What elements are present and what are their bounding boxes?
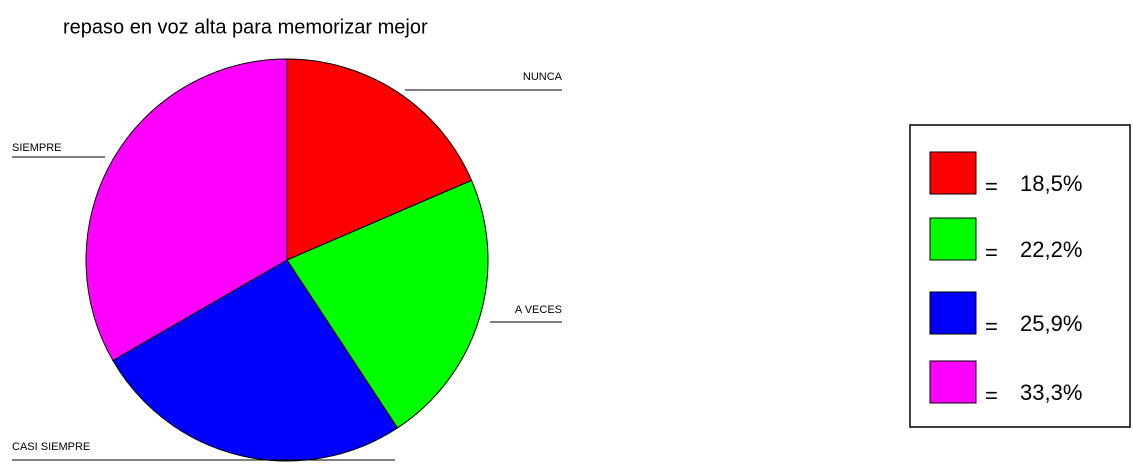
legend-value: 22,2% <box>1020 237 1082 262</box>
slice-label: NUNCA <box>523 71 563 83</box>
pie-slice <box>286 58 473 261</box>
pie-slice <box>112 259 399 462</box>
legend-swatch <box>929 360 977 404</box>
legend-value: 33,3% <box>1020 380 1082 405</box>
legend-separator: = <box>985 240 998 265</box>
legend-swatch <box>929 217 977 261</box>
legend-swatch <box>929 151 977 195</box>
legend-swatch <box>929 291 977 335</box>
legend-value: 25,9% <box>1020 311 1082 336</box>
legend-separator: = <box>985 383 998 408</box>
legend-separator: = <box>985 174 998 199</box>
legend-separator: = <box>985 314 998 339</box>
chart-title: repaso en voz alta para memorizar mejor <box>63 16 428 38</box>
slice-label: SIEMPRE <box>12 142 62 154</box>
pie-slice <box>286 179 489 429</box>
slice-label: A VECES <box>515 304 562 316</box>
slice-label: CASI SIEMPRE <box>12 441 90 453</box>
pie-slice <box>85 58 288 362</box>
legend-box <box>909 124 1131 428</box>
legend-value: 18,5% <box>1020 171 1082 196</box>
